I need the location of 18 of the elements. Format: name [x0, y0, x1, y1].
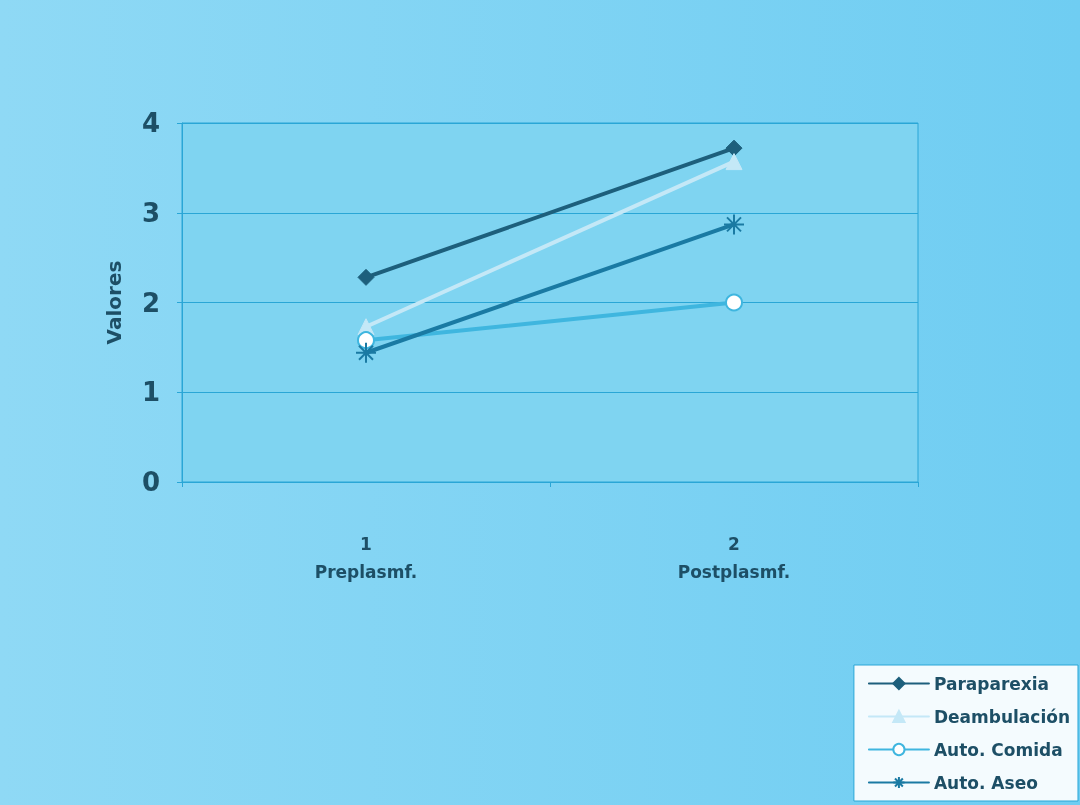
y-tick-label: 1	[141, 377, 160, 408]
y-axis-title: Valores	[102, 260, 126, 345]
legend-label: Auto. Comida	[933, 739, 1063, 760]
point	[725, 139, 743, 157]
point	[725, 293, 743, 312]
point	[357, 331, 375, 350]
legend-label: Paraparexia	[933, 673, 1050, 694]
legend-label: Deambulación	[933, 706, 1071, 727]
x-tick-label: 1 Preplasmf.	[314, 534, 418, 582]
point	[723, 213, 745, 236]
point	[355, 341, 377, 364]
y-tick-label: 0	[141, 467, 160, 497]
point	[357, 268, 375, 286]
y-tick-label: 2	[141, 287, 160, 318]
y-tick-label: 4	[141, 108, 160, 138]
y-tick-label: 3	[141, 197, 160, 228]
x-tick-label: 2 Postplasmf.	[677, 534, 791, 582]
legend-label: Auto. Aseo	[933, 772, 1038, 793]
